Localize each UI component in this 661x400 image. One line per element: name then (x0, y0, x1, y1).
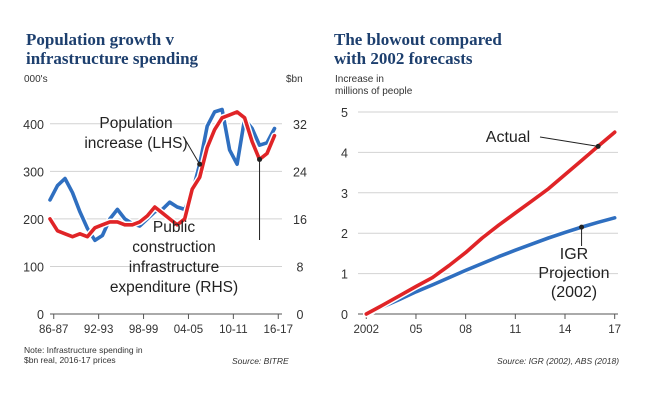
chart1-note-line1: Note: Infrastructure spending in (24, 345, 143, 355)
chart2-igr-label-line2: Projection (538, 265, 609, 282)
chart2-y-tick-label: 3 (341, 187, 348, 201)
chart1-note: Note: Infrastructure spending in $bn rea… (24, 345, 143, 365)
chart2-x-tick-label: 17 (608, 324, 621, 336)
chart1-right-tick-label: 32 (293, 118, 307, 132)
chart1-x-tick-label: 92-93 (84, 324, 113, 336)
chart2-series-igr (364, 216, 617, 316)
chart1-x-tick-label: 04-05 (174, 324, 203, 336)
chart2-x-tick-label: 11 (509, 324, 521, 336)
chart2-y-tick-label: 4 (341, 146, 348, 160)
chart1-population-pointer (185, 140, 201, 165)
chart2-title: The blowout compared with 2002 forecasts (334, 30, 634, 68)
chart2-actual-pointer-dot (595, 143, 601, 149)
chart2-igr-label-line1: IGR (560, 246, 588, 263)
chart2-y-tick-label: 5 (341, 106, 348, 120)
chart1-population-label-line1: Population (99, 115, 172, 132)
chart2-y-tick-label: 0 (341, 308, 348, 322)
chart1-source: Source: BITRE (232, 356, 289, 366)
chart2-y-tick-label: 2 (341, 227, 348, 241)
chart2-igr-label-line3: (2002) (551, 284, 597, 301)
chart1-x-tick-label: 86-87 (39, 324, 68, 336)
chart1-x-tick-label: 16-17 (264, 324, 293, 336)
chart2-y-tick-label: 1 (341, 268, 348, 282)
chart1-right-tick-label: 8 (297, 260, 304, 274)
chart2-source: Source: IGR (2002), ABS (2018) (497, 356, 620, 366)
chart2-title-line1: The blowout compared (334, 30, 502, 49)
chart1-construction-label-line1: Public (153, 219, 195, 236)
chart1-title: Population growth v infrastructure spend… (26, 30, 326, 68)
chart2-x-tick-label: 08 (459, 324, 472, 336)
chart1-series-construction (48, 110, 277, 239)
chart1-construction-label-line3: infrastructure (129, 259, 219, 276)
chart2-x-tick-label: 2002 (353, 324, 379, 336)
chart1-left-unit: 000's (24, 74, 48, 85)
chart2-actual-pointer (539, 136, 599, 147)
chart1-title-line2: infrastructure spending (26, 49, 199, 68)
chart2-ylabel-line1: Increase in (335, 74, 384, 85)
chart1-right-tick-label: 0 (297, 308, 304, 322)
chart1-x-tick-label: 10-11 (219, 324, 248, 336)
chart1-construction-label-line2: construction (132, 239, 216, 256)
chart1-construction-label-line4: expenditure (RHS) (110, 279, 238, 296)
chart1-note-line2: $bn real, 2016-17 prices (24, 355, 116, 365)
chart1-right-tick-label: 24 (293, 165, 307, 179)
chart2-title-line2: with 2002 forecasts (334, 49, 473, 68)
chart1-title-line1: Population growth v (26, 30, 174, 49)
chart1-population-pointer-dot (197, 161, 203, 167)
chart2-ylabel-line2: millions of people (335, 86, 413, 97)
chart1-construction-pointer-dot (257, 156, 263, 162)
chart1-left-tick-label: 300 (23, 165, 44, 179)
chart1-right-tick-label: 16 (293, 213, 307, 227)
chart1-left-tick-label: 100 (23, 260, 44, 274)
chart2-x-tick-label: 05 (410, 324, 423, 336)
chart1-right-unit: $bn (286, 74, 303, 85)
chart2-actual-label: Actual (486, 129, 530, 146)
chart1-x-tick-label: 98-99 (129, 324, 158, 336)
chart1-population-label-line2: increase (LHS) (84, 135, 187, 152)
chart1-left-tick-label: 400 (23, 118, 44, 132)
chart1-left-tick-label: 200 (23, 213, 44, 227)
chart1-left-tick-label: 0 (37, 308, 44, 322)
chart2-igr-pointer-dot (579, 224, 585, 230)
chart2-x-tick-label: 14 (559, 324, 572, 336)
chart2-ylabel: Increase in millions of people (335, 74, 412, 98)
chart2-series-actual (364, 130, 617, 316)
